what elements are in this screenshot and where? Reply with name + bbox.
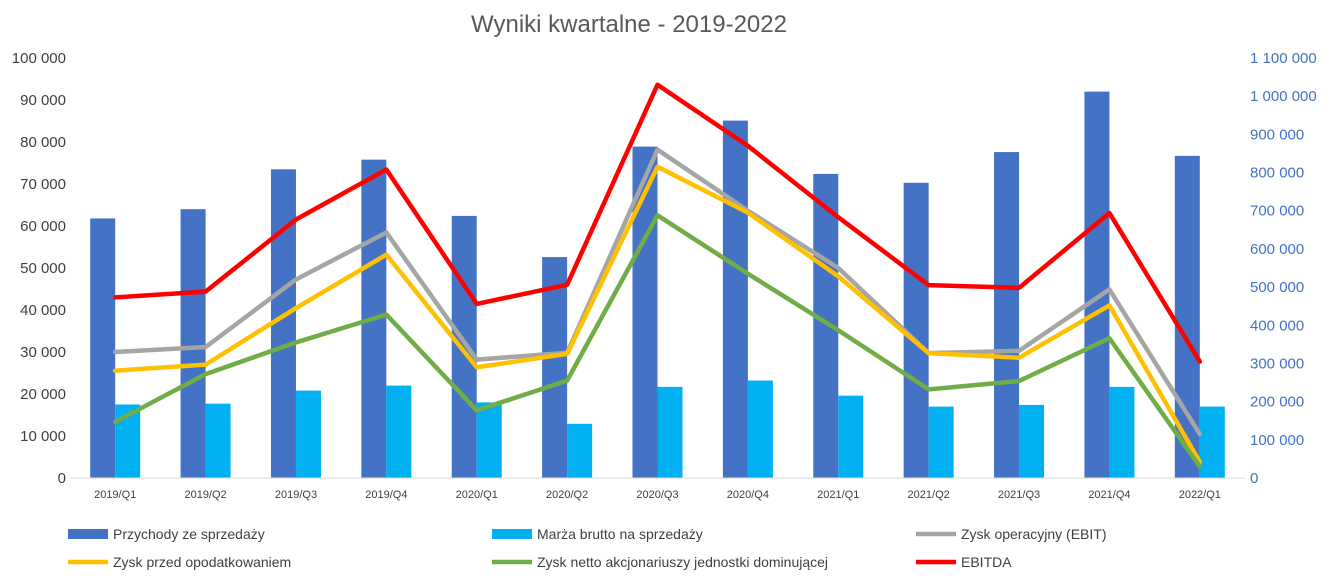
left-axis-tick-label: 80 000	[20, 134, 66, 151]
bar-gross-margin	[928, 406, 954, 478]
x-axis-tick-label: 2021/Q3	[998, 489, 1040, 501]
right-axis-tick-label: 800 000	[1250, 165, 1304, 182]
bar-revenue	[903, 182, 929, 479]
net-profit-line	[112, 213, 1203, 469]
right-axis-tick-label: 1 100 000	[1250, 50, 1317, 67]
x-axis-tick-label: 2020/Q3	[636, 489, 678, 501]
right-axis-tick-label: 400 000	[1250, 317, 1304, 334]
legend-entry-label: Zysk netto akcjonariuszy jednostki domin…	[537, 554, 828, 570]
bar-gross-margin	[838, 395, 864, 478]
right-axis-tick-label: 700 000	[1250, 203, 1304, 220]
right-axis-tick-label: 300 000	[1250, 355, 1304, 372]
right-axis-tick-label: 600 000	[1250, 241, 1304, 258]
x-axis-tick-label: 2019/Q3	[275, 489, 317, 501]
left-axis-tick-label: 0	[58, 470, 66, 487]
left-axis-tick-label: 70 000	[20, 176, 66, 193]
bar-gross-margin	[386, 385, 412, 478]
ebit-line	[112, 147, 1203, 437]
bar-gross-margin	[1199, 406, 1225, 478]
bar-gross-margin	[1019, 404, 1045, 478]
right-axis-tick-label: 900 000	[1250, 126, 1304, 143]
right-axis-tick-label: 0	[1250, 470, 1258, 487]
x-axis-tick-label: 2022/Q1	[1179, 489, 1221, 501]
left-axis-tick-label: 20 000	[20, 386, 66, 403]
left-axis-tick-label: 50 000	[20, 260, 66, 277]
legend-entry-label: EBITDA	[961, 554, 1012, 570]
x-axis-tick-label: 2019/Q2	[184, 489, 226, 501]
bar-revenue	[994, 152, 1020, 478]
legend-swatch	[68, 529, 108, 539]
chart-title: Wyniki kwartalne - 2019-2022	[471, 11, 787, 38]
x-axis-tick-label: 2021/Q1	[817, 489, 859, 501]
bar-gross-margin	[657, 386, 683, 478]
legend-entry-label: Marża brutto na sprzedaży	[537, 526, 703, 542]
right-axis-tick-label: 100 000	[1250, 432, 1304, 449]
bar-gross-margin	[476, 402, 502, 478]
x-axis-tick-label: 2020/Q2	[546, 489, 588, 501]
left-axis-tick-label: 60 000	[20, 218, 66, 235]
left-axis-tick-label: 100 000	[12, 50, 66, 67]
bar-revenue	[722, 120, 748, 478]
left-axis-tick-label: 90 000	[20, 92, 66, 109]
right-axis-tick-label: 1 000 000	[1250, 88, 1317, 105]
legend: Przychody ze sprzedaży Marża brutto na sp…	[68, 526, 1106, 570]
x-axis-tick-label: 2021/Q4	[1088, 489, 1130, 501]
left-axis-tick-label: 30 000	[20, 344, 66, 361]
ebitda-line	[112, 82, 1203, 364]
bar-revenue	[90, 218, 116, 478]
bar-gross-margin	[747, 380, 773, 478]
bar-revenue	[1084, 91, 1110, 478]
bar-gross-margin	[205, 403, 231, 478]
left-axis-tick-label: 10 000	[20, 428, 66, 445]
left-axis-tick-label: 40 000	[20, 302, 66, 319]
pretax-profit-line	[112, 164, 1203, 465]
legend-entry-label: Zysk operacyjny (EBIT)	[961, 526, 1106, 542]
x-axis-tick-label: 2020/Q4	[727, 489, 769, 501]
bar-revenue	[451, 215, 477, 479]
right-axis-ticks: 0 100 000 200 000 300 000 400 000 500 000 600 …	[1250, 50, 1317, 487]
right-axis-tick-label: 200 000	[1250, 394, 1304, 411]
x-axis-tick-label: 2019/Q4	[365, 489, 407, 501]
x-axis-tick-label: 2019/Q1	[94, 489, 136, 501]
series-lines	[112, 82, 1203, 469]
legend-entry-label: Przychody ze sprzedaży	[113, 526, 265, 542]
x-axis-ticks: 2019/Q1 2019/Q2 2019/Q3 2019/Q4 2020/Q1 2020/…	[94, 489, 1221, 501]
x-axis-tick-label: 2021/Q2	[908, 489, 950, 501]
bar-revenue	[542, 257, 568, 478]
bar-gross-margin	[567, 423, 593, 478]
right-axis-tick-label: 500 000	[1250, 279, 1304, 296]
legend-entry-label: Zysk przed opodatkowaniem	[113, 554, 291, 570]
bar-gross-margin	[1109, 386, 1135, 478]
bar-gross-margin	[295, 390, 321, 478]
bar-revenue	[180, 209, 206, 478]
legend-swatch	[492, 529, 532, 539]
x-axis-tick-label: 2020/Q1	[456, 489, 498, 501]
left-axis-ticks: 0 10 000 20 000 30 000 40 000 50 000 60 000 70 …	[12, 50, 66, 487]
